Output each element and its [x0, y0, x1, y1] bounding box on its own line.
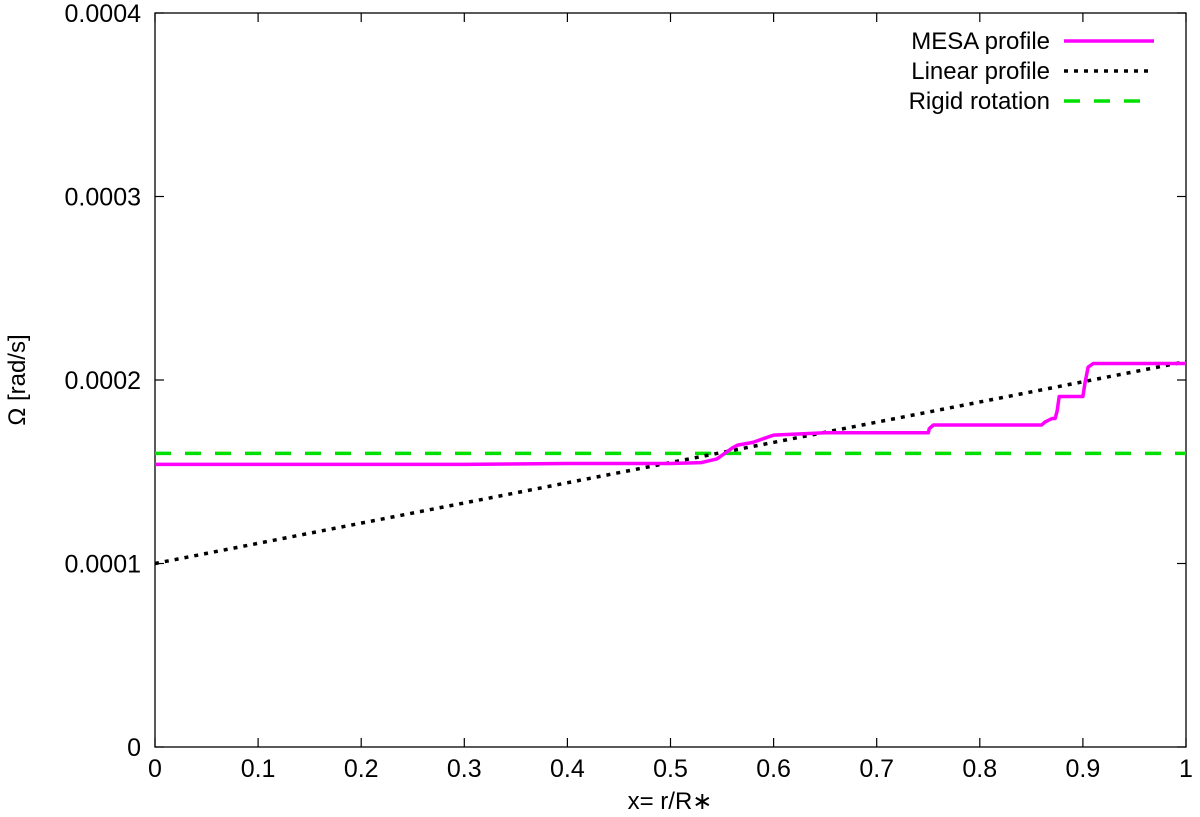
- x-tick-label: 0.8: [962, 755, 997, 783]
- legend-label: Linear profile: [911, 58, 1050, 85]
- tick-labels: 0 0.1 0.2 0.3 0.4 0.5 0.6 0.7 0.8 0.9 1 0 0.0001 0.00…: [65, 0, 1193, 783]
- legend-label: MESA profile: [911, 28, 1050, 55]
- y-tick-label: 0.0004: [65, 0, 142, 28]
- plot-area: [154, 12, 1187, 748]
- x-axis-title: x= r/R∗: [628, 788, 713, 815]
- y-tick-label: 0: [127, 734, 141, 762]
- x-tick-label: 0: [148, 755, 162, 783]
- y-tick-label: 0.0002: [65, 367, 141, 395]
- series-lines: [154, 359, 1187, 566]
- legend: MESA profile Linear profile Rigid rotation: [909, 28, 1154, 115]
- x-tick-label: 0.6: [756, 755, 791, 783]
- series-line-mesa-profile: [155, 361, 1186, 467]
- plot-frame: [154, 12, 1187, 748]
- x-tick-label: 0.7: [859, 755, 894, 783]
- x-tick-label: 0.4: [550, 755, 585, 783]
- x-tick-label: 0.3: [447, 755, 482, 783]
- x-tick-label: 1: [1179, 755, 1193, 783]
- x-tick-label: 0.9: [1066, 755, 1101, 783]
- y-tick-label: 0.0001: [65, 551, 141, 579]
- legend-label: Rigid rotation: [909, 88, 1050, 115]
- y-tick-label: 0.0003: [65, 184, 141, 212]
- x-tick-label: 0.2: [344, 755, 379, 783]
- axis-ticks: [154, 12, 1187, 748]
- y-axis-title: Ω [rad/s]: [4, 334, 31, 425]
- x-tick-label: 0.1: [241, 755, 276, 783]
- x-tick-label: 0.5: [653, 755, 688, 783]
